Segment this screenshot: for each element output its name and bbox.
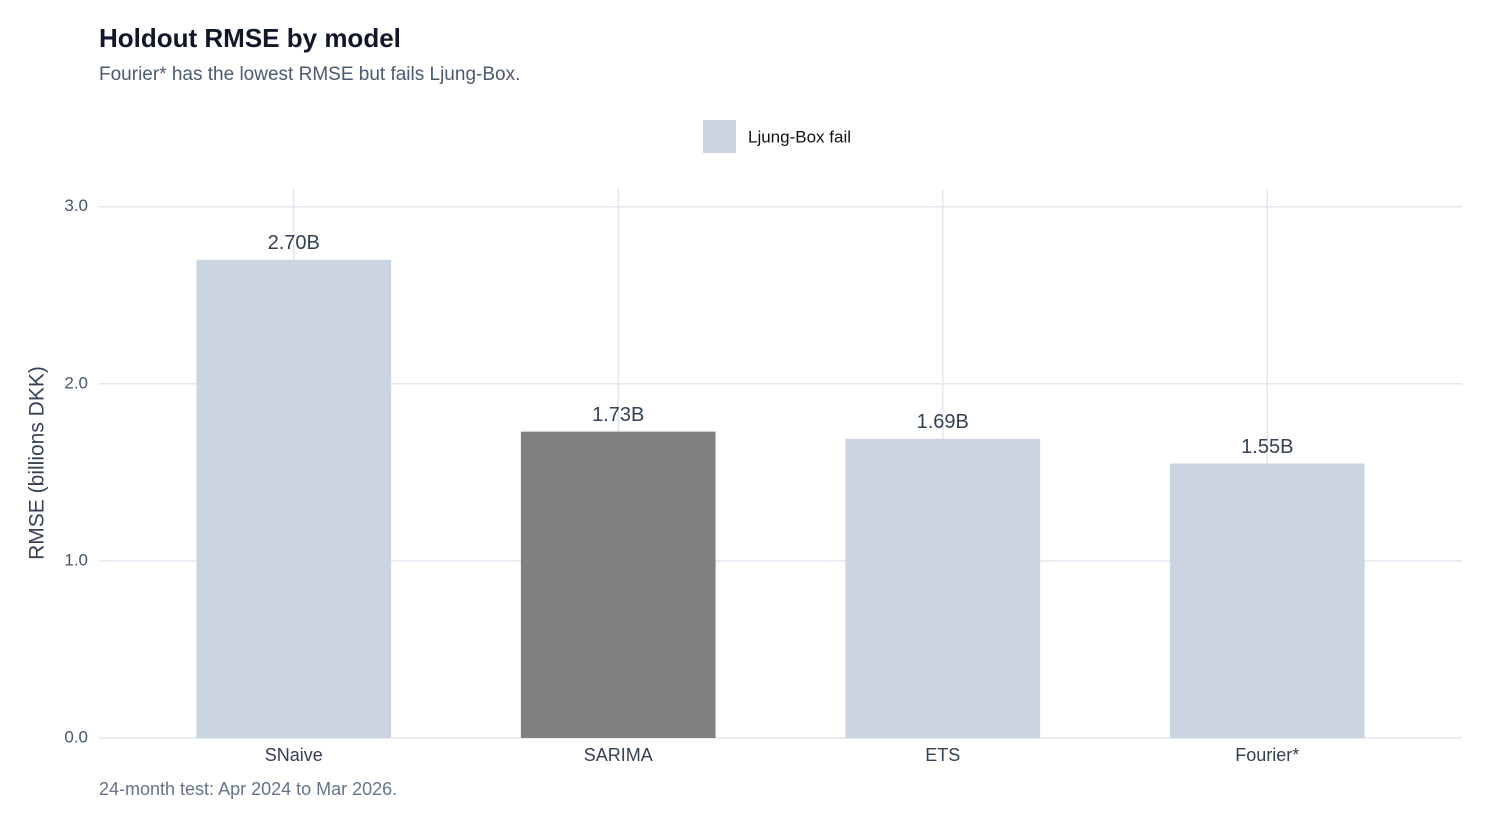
- legend-label: Ljung-Box fail: [748, 127, 851, 146]
- y-tick-label: 0.0: [64, 727, 88, 746]
- bar: [196, 259, 392, 738]
- chart-caption: 24-month test: Apr 2024 to Mar 2026.: [99, 779, 397, 799]
- x-tick-label: SARIMA: [584, 745, 653, 765]
- x-tick-label: ETS: [925, 745, 960, 765]
- bar: [845, 438, 1041, 738]
- chart-title: Holdout RMSE by model: [99, 23, 401, 53]
- value-label: 1.55B: [1241, 436, 1293, 458]
- chart-subtitle: Fourier* has the lowest RMSE but fails L…: [99, 64, 520, 85]
- y-axis-label: RMSE (billions DKK): [26, 366, 49, 560]
- y-tick-label: 1.0: [64, 550, 88, 569]
- x-tick-label: SNaive: [265, 745, 323, 765]
- bar: [520, 431, 716, 738]
- x-tick-label: Fourier*: [1235, 745, 1299, 765]
- y-tick-label: 2.0: [64, 373, 88, 392]
- value-label: 1.69B: [917, 411, 969, 433]
- bar: [1169, 463, 1365, 738]
- legend-swatch: [703, 120, 736, 153]
- value-label: 2.70B: [268, 232, 320, 254]
- y-tick-label: 3.0: [64, 196, 88, 215]
- value-label: 1.73B: [592, 404, 644, 426]
